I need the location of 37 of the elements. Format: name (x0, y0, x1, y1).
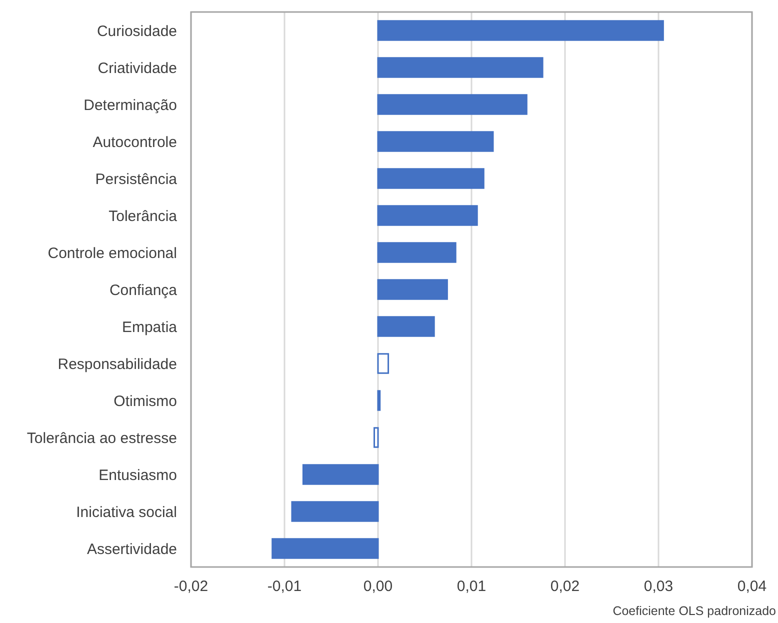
y-tick-label: Persistência (95, 170, 178, 188)
x-tick-label: 0,01 (456, 578, 486, 595)
y-tick-label: Autocontrole (92, 134, 177, 151)
bar (302, 464, 379, 485)
x-axis-title: Coeficiente OLS padronizado (612, 604, 776, 618)
x-tick-label: 0,04 (737, 578, 767, 595)
y-tick-label: Tolerância ao estresse (26, 430, 177, 447)
x-tick-label: 0,03 (644, 578, 674, 595)
y-tick-label: Controle emocional (48, 244, 177, 262)
y-tick-label: Empatia (122, 318, 178, 336)
x-tick-label: 0,00 (363, 578, 393, 595)
y-tick-label: Tolerância (108, 208, 178, 225)
x-tick-label: -0,02 (174, 578, 208, 595)
y-tick-label: Iniciativa social (76, 504, 177, 521)
bar (377, 242, 456, 263)
bar (291, 501, 379, 522)
bar (377, 168, 484, 189)
bar (377, 353, 390, 374)
bar (377, 20, 664, 41)
x-tick-label: 0,02 (550, 578, 580, 595)
y-tick-label: Responsabilidade (58, 356, 177, 373)
bar (377, 205, 478, 226)
bar (272, 538, 379, 559)
y-tick-label: Determinação (84, 96, 177, 114)
bar (374, 427, 379, 448)
y-tick-label: Otimismo (114, 392, 177, 410)
bar (377, 316, 435, 337)
y-tick-label: Entusiasmo (98, 466, 177, 484)
y-tick-label: Curiosidade (96, 22, 177, 40)
y-tick-label: Assertividade (86, 540, 177, 558)
y-tick-label: Criatividade (98, 60, 177, 77)
y-tick-label: Confiança (109, 282, 178, 299)
x-tick-label: -0,01 (267, 578, 302, 595)
bar (377, 94, 528, 115)
bar (377, 57, 544, 78)
bar (377, 279, 448, 300)
bar (377, 131, 494, 152)
